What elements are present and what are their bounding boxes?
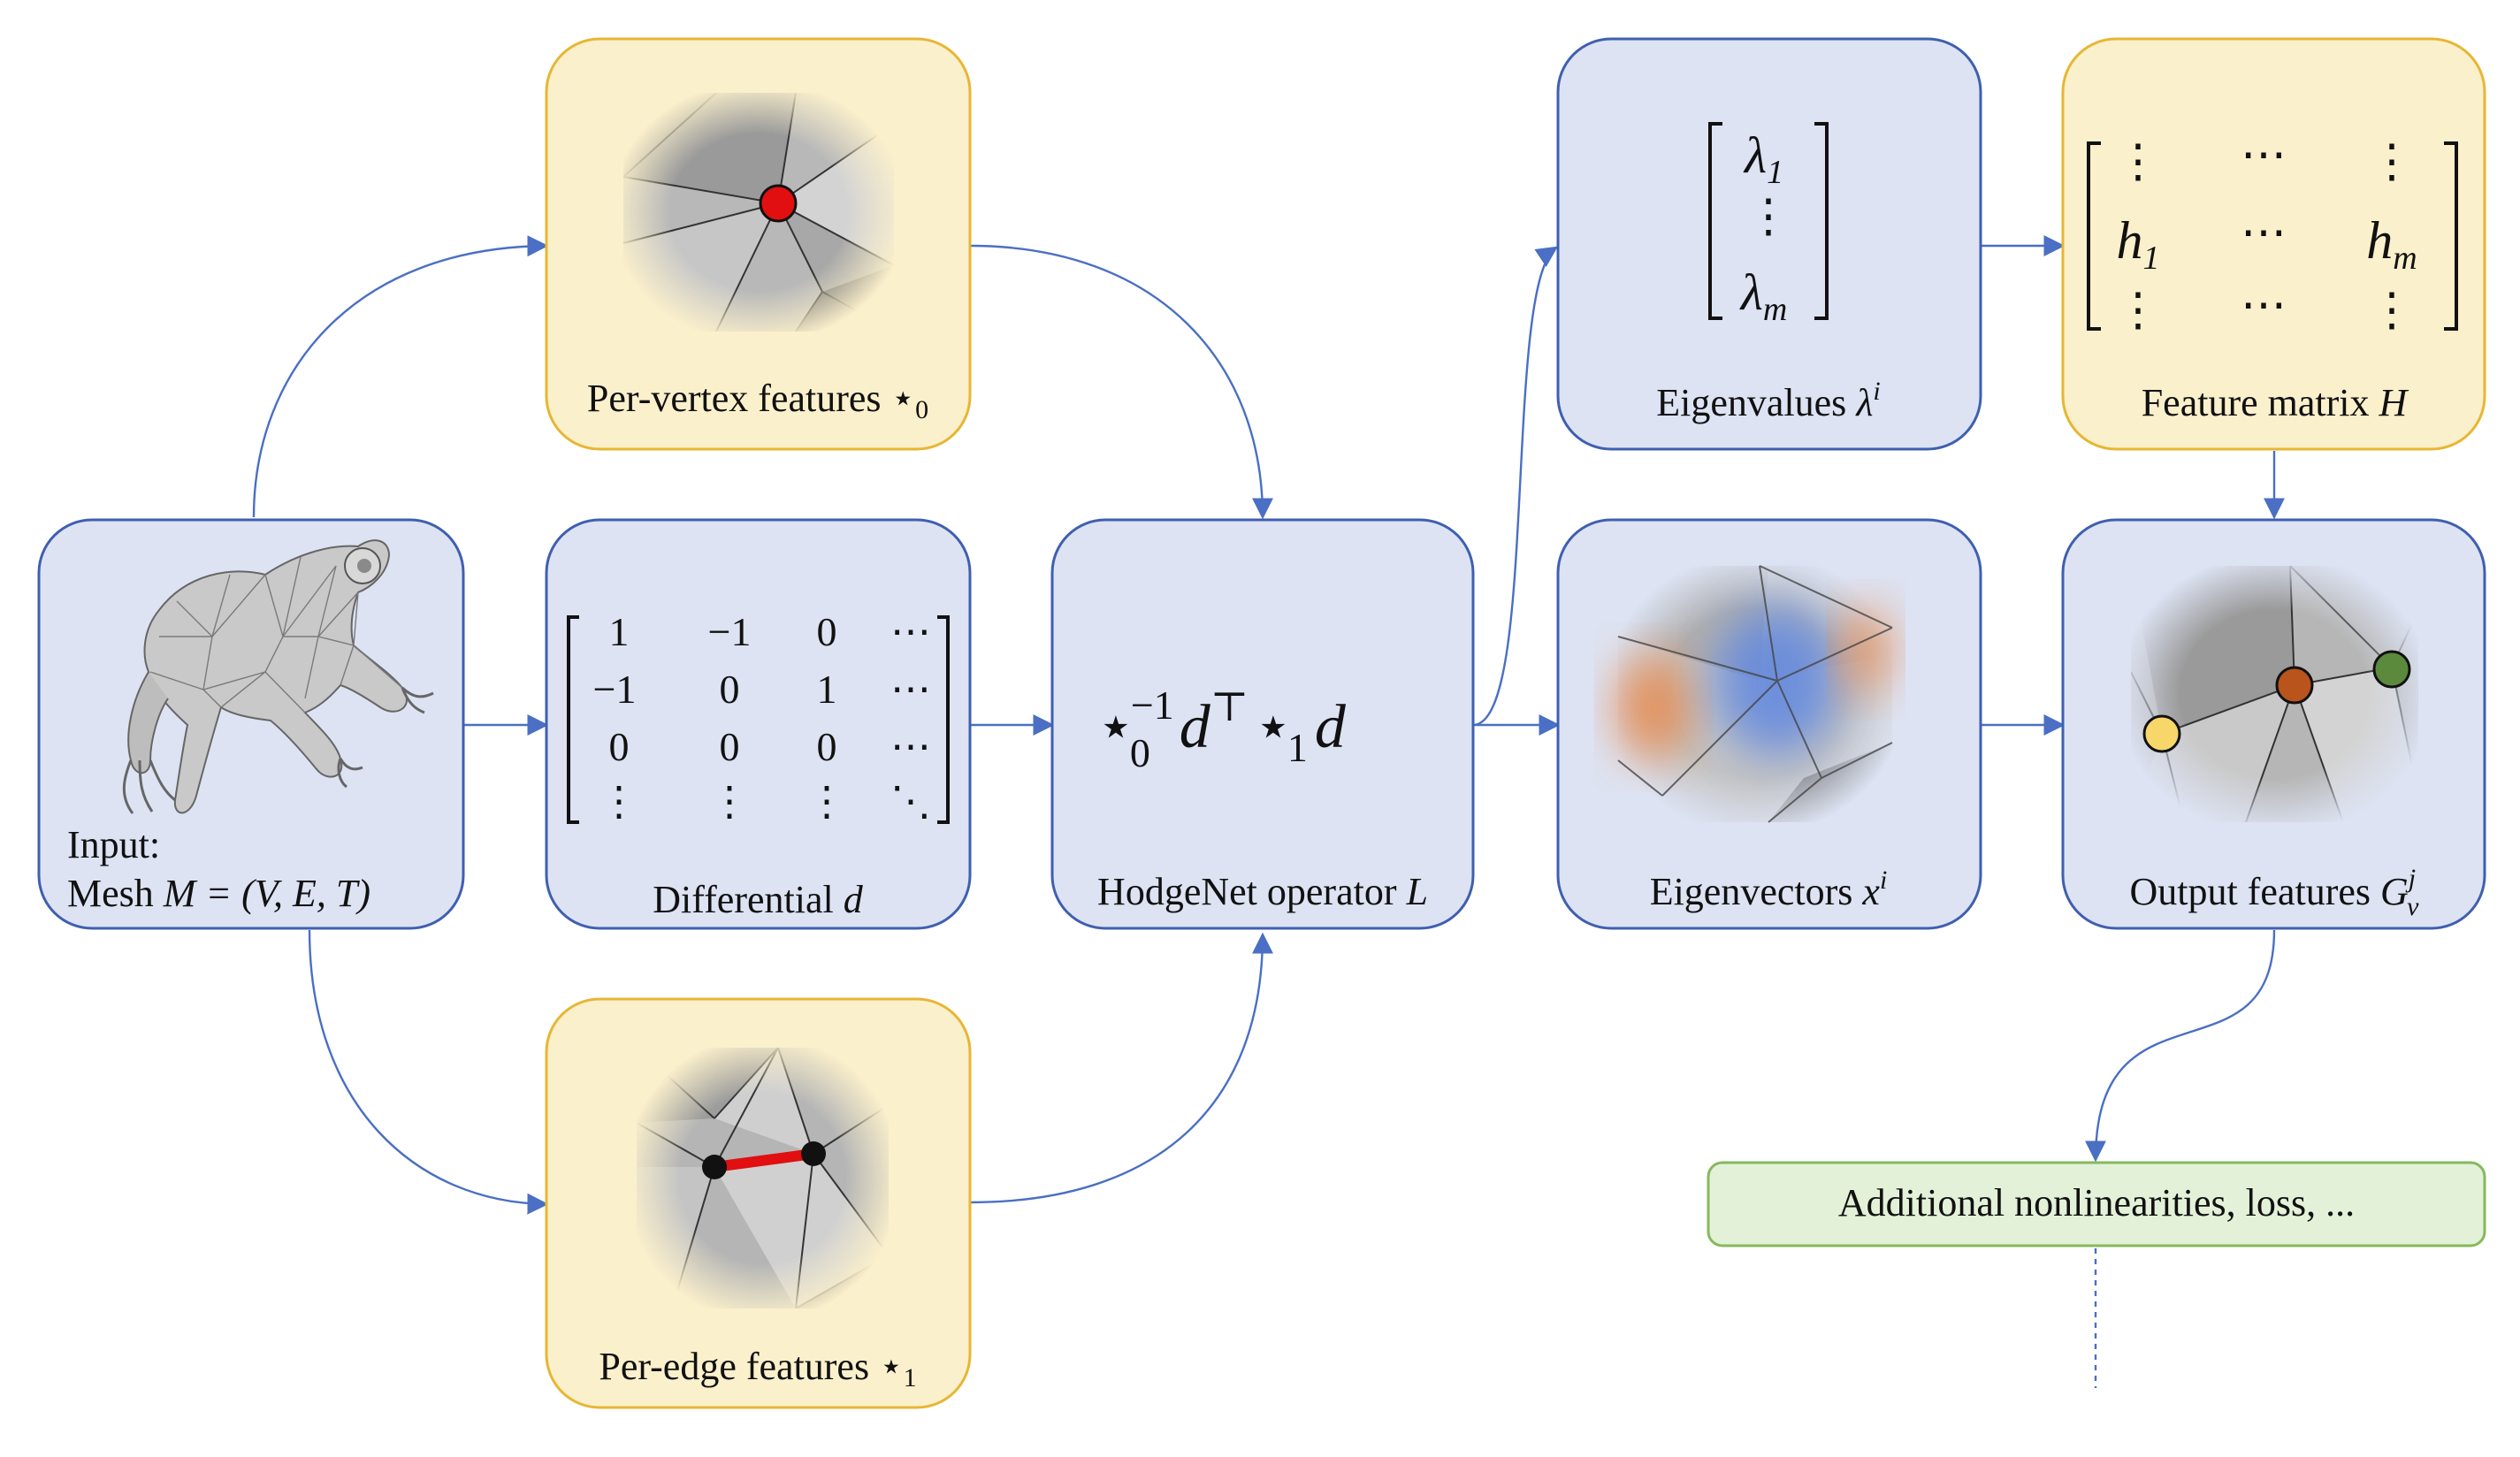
- feature-matrix-left-bracket: [2087, 141, 2101, 331]
- input-box: [37, 518, 465, 930]
- diff-matrix-cell: −1: [708, 609, 752, 654]
- input-node: Input: Mesh M = (V, E, T): [37, 518, 465, 930]
- output-node: Output features Gj v: [2061, 518, 2486, 930]
- differential-box: [545, 518, 972, 930]
- output-label: Output features Gj v: [2130, 864, 2420, 921]
- eigenvalue-lambda-m: λm: [1739, 263, 1788, 328]
- diff-matrix-cell: 0: [817, 609, 837, 654]
- vector-right-bracket: [1814, 122, 1829, 320]
- diff-matrix-cell: 1: [609, 609, 630, 654]
- diff-matrix-cell: ⋮: [599, 779, 639, 824]
- diff-matrix-cell: 1: [817, 667, 837, 712]
- feature-matrix-hm: hm: [2366, 211, 2417, 277]
- diff-matrix-cell: ⋯: [890, 724, 931, 769]
- per-edge-label: Per-edge features ⋆1: [599, 1345, 916, 1392]
- arrow-input-to-per-vertex: [252, 235, 549, 518]
- output-feature-dot-orange: [2275, 666, 2314, 705]
- eigenvector-mesh-lines: [1617, 565, 1893, 823]
- hodgenet-box: [1050, 518, 1475, 930]
- additional-label: Additional nonlinearities, loss, ...: [1838, 1181, 2355, 1224]
- differential-node: 1 −1 0 ⋯ −1 0 1 ⋯ 0 0 0 ⋯ ⋮ ⋮ ⋮ ⋱ Differ…: [545, 518, 972, 930]
- feature-matrix-cell: ⋮: [2369, 286, 2415, 336]
- matrix-right-bracket: [937, 615, 950, 824]
- arrow-per-vertex-to-hodgenet: [969, 244, 1273, 520]
- diff-matrix-cell: 0: [720, 667, 740, 712]
- eigenvectors-label: Eigenvectors xi: [1650, 866, 1888, 913]
- differential-matrix: 1 −1 0 ⋯ −1 0 1 ⋯ 0 0 0 ⋯ ⋮ ⋮ ⋮ ⋱: [567, 609, 950, 824]
- highlighted-vertex-dot: [759, 184, 798, 223]
- eigenvalue-lambda-1: λ1: [1743, 126, 1783, 191]
- frog-mesh-icon: [122, 539, 434, 814]
- per-vertex-node: Per-vertex features ⋆0: [545, 37, 972, 451]
- feature-matrix-box: [2061, 37, 2486, 451]
- feature-matrix-cell: ⋮: [2115, 286, 2161, 336]
- arrow-input-to-per-edge: [308, 929, 549, 1215]
- hodgenet-formula: ⋆0−1d⊤⋆1 d: [1096, 683, 1347, 775]
- per-edge-node: Per-edge features ⋆1: [545, 997, 972, 1409]
- diff-matrix-cell: ⋯: [890, 609, 931, 654]
- diff-matrix-cell: 0: [720, 724, 740, 769]
- edge-endpoint-dot: [702, 1155, 727, 1179]
- feature-matrix-node: ⋮ ⋯ ⋮ h1 ⋯ hm ⋮ ⋯ ⋮ Feature matrix H: [2061, 37, 2486, 451]
- hodgenet-label: HodgeNet operator L: [1097, 870, 1428, 913]
- arrow-per-edge-to-hodgenet: [969, 932, 1273, 1204]
- hodgenet-node: ⋆0−1d⊤⋆1 d HodgeNet operator L: [1050, 518, 1475, 930]
- input-label-line1: Input:: [67, 823, 160, 866]
- matrix-left-bracket: [567, 615, 579, 824]
- input-label-line2: Mesh M = (V, E, T): [67, 872, 370, 915]
- feature-matrix-cell: ⋮: [2115, 137, 2161, 187]
- feature-matrix-cell: ⋯: [2241, 130, 2287, 180]
- diff-matrix-cell: 0: [817, 724, 837, 769]
- output-patch-image: [2130, 565, 2419, 823]
- feature-matrix-cell: ⋯: [2241, 280, 2287, 331]
- highlighted-edge-line: [714, 1148, 814, 1172]
- output-feature-dot-yellow: [2142, 714, 2181, 753]
- additional-node: Additional nonlinearities, loss, ...: [1707, 1161, 2486, 1247]
- diff-matrix-cell: ⋮: [709, 779, 750, 824]
- diff-matrix-cell: −1: [593, 667, 637, 712]
- feature-matrix-label: Feature matrix H: [2142, 381, 2409, 424]
- diff-matrix-cell: 0: [609, 724, 630, 769]
- arrow-output-to-additional: [2085, 929, 2276, 1163]
- diff-matrix-cell: ⋱: [890, 779, 931, 824]
- feature-matrix-cell: ⋮: [2369, 137, 2415, 187]
- eigenvalues-node: λ1 ⋮ λm Eigenvalues λi: [1556, 37, 1982, 451]
- eigenvalue-vdots: ⋮: [1745, 192, 1791, 242]
- feature-matrix-h1: h1: [2117, 211, 2160, 277]
- per-vertex-label: Per-vertex features ⋆0: [587, 377, 928, 424]
- vertex-patch-image: [622, 92, 895, 332]
- edge-endpoint-dot: [801, 1141, 826, 1166]
- eigenvalues-label: Eigenvalues λi: [1656, 377, 1880, 424]
- diff-matrix-cell: ⋮: [806, 779, 847, 824]
- differential-label: Differential d: [653, 878, 863, 921]
- edge-patch-image: [636, 1047, 890, 1309]
- arrow-hodgenet-to-eigenvalues: [1472, 246, 1558, 727]
- feature-matrix-right-bracket: [2444, 141, 2458, 331]
- additional-box: [1707, 1161, 2486, 1247]
- vector-left-bracket: [1708, 122, 1722, 320]
- connectors: [252, 235, 2285, 1388]
- output-feature-dot-green: [2372, 650, 2411, 689]
- eigenvectors-node: Eigenvectors xi: [1556, 518, 1982, 930]
- diff-matrix-cell: ⋯: [890, 667, 931, 712]
- feature-matrix-cell: ⋯: [2241, 208, 2287, 258]
- eigenvalues-box: [1556, 37, 1982, 451]
